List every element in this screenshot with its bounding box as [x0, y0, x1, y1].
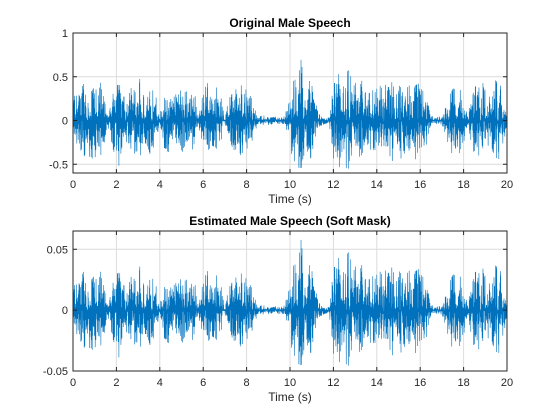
y-tick-label: -0.05 — [43, 366, 68, 378]
series-line — [73, 59, 507, 169]
x-tick-label: 10 — [284, 377, 296, 389]
y-tick-label: 0.5 — [53, 72, 68, 84]
x-tick-label: 20 — [501, 377, 513, 389]
x-axis-label: Time (s) — [268, 192, 312, 206]
x-tick-label: 6 — [200, 377, 206, 389]
x-tick-label: 18 — [457, 179, 469, 191]
x-axis-label: Time (s) — [268, 390, 312, 404]
x-tick-label: 6 — [200, 179, 206, 191]
x-tick-label: 14 — [371, 377, 383, 389]
y-tick-label: 0 — [62, 305, 68, 317]
x-tick-label: 4 — [157, 377, 163, 389]
y-tick-label: -0.5 — [49, 159, 68, 171]
x-tick-label: 8 — [244, 179, 250, 191]
x-tick-label: 12 — [327, 179, 339, 191]
x-tick-label: 0 — [70, 179, 76, 191]
x-tick-label: 18 — [457, 377, 469, 389]
x-tick-label: 20 — [501, 179, 513, 191]
x-tick-label: 0 — [70, 377, 76, 389]
x-tick-label: 2 — [113, 179, 119, 191]
x-tick-label: 16 — [414, 377, 426, 389]
chart-title: Estimated Male Speech (Soft Mask) — [189, 214, 390, 228]
x-tick-label: 14 — [371, 179, 383, 191]
series-line — [73, 239, 507, 366]
x-tick-label: 16 — [414, 179, 426, 191]
y-tick-label: 1 — [62, 28, 68, 40]
chart-title: Original Male Speech — [229, 16, 350, 30]
y-tick-label: 0.05 — [47, 244, 68, 256]
y-tick-label: 0 — [62, 116, 68, 128]
x-tick-label: 8 — [244, 377, 250, 389]
x-tick-label: 4 — [157, 179, 163, 191]
x-tick-label: 10 — [284, 179, 296, 191]
x-tick-label: 12 — [327, 377, 339, 389]
x-tick-label: 2 — [113, 377, 119, 389]
